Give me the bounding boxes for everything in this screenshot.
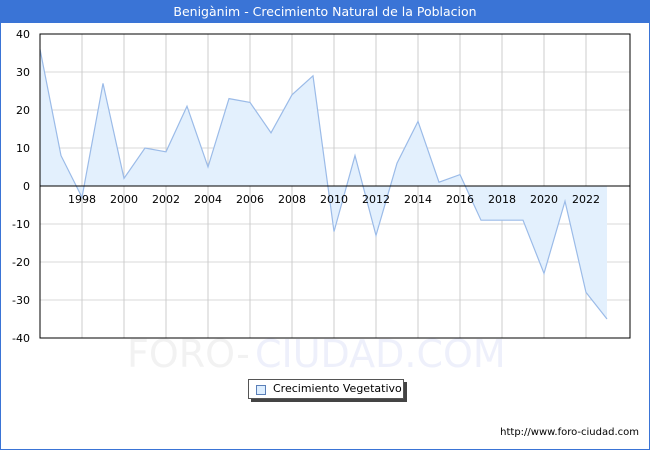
x-tick-label: 2008 xyxy=(278,193,306,206)
source-url: http://www.foro-ciudad.com xyxy=(500,427,639,438)
x-tick-label: 2014 xyxy=(404,193,432,206)
y-tick-label: -40 xyxy=(12,332,30,345)
y-tick-label: 30 xyxy=(16,66,30,79)
watermark: FORO- CIUDAD.COM xyxy=(127,332,506,376)
y-tick-label: 0 xyxy=(23,180,30,193)
legend-label: Crecimiento Vegetativo xyxy=(273,382,402,395)
x-tick-label: 2004 xyxy=(194,193,222,206)
legend: Crecimiento Vegetativo xyxy=(248,379,404,399)
y-tick-label: 40 xyxy=(16,28,30,41)
x-tick-label: 2020 xyxy=(530,193,558,206)
x-tick-label: 2012 xyxy=(362,193,390,206)
y-tick-label: -30 xyxy=(12,294,30,307)
watermark-right: CIUDAD.COM xyxy=(255,332,506,376)
axes xyxy=(39,33,631,339)
x-tick-label: 2000 xyxy=(110,193,138,206)
x-tick-label: 2002 xyxy=(152,193,180,206)
x-tick-label: 2006 xyxy=(236,193,264,206)
x-axis-labels: 1998 2000 2002 2004 2006 2008 2010 2012 2014 2016… xyxy=(68,193,600,206)
x-tick-label: 2016 xyxy=(446,193,474,206)
x-tick-label: 2022 xyxy=(572,193,600,206)
y-tick-label: -10 xyxy=(12,218,30,231)
y-tick-label: 10 xyxy=(16,142,30,155)
chart-title: Benigànim - Crecimiento Natural de la Po… xyxy=(0,0,650,23)
data-area xyxy=(39,49,608,320)
x-tick-label: 2010 xyxy=(320,193,348,206)
y-tick-label: 20 xyxy=(16,104,30,117)
y-axis-labels: 40 30 20 10 0 -10 -20 -30 -40 xyxy=(12,28,30,345)
watermark-left: FORO- xyxy=(127,332,250,376)
x-tick-label: 2018 xyxy=(488,193,516,206)
legend-swatch-icon xyxy=(256,385,266,395)
y-tick-label: -20 xyxy=(12,256,30,269)
x-tick-label: 1998 xyxy=(68,193,96,206)
